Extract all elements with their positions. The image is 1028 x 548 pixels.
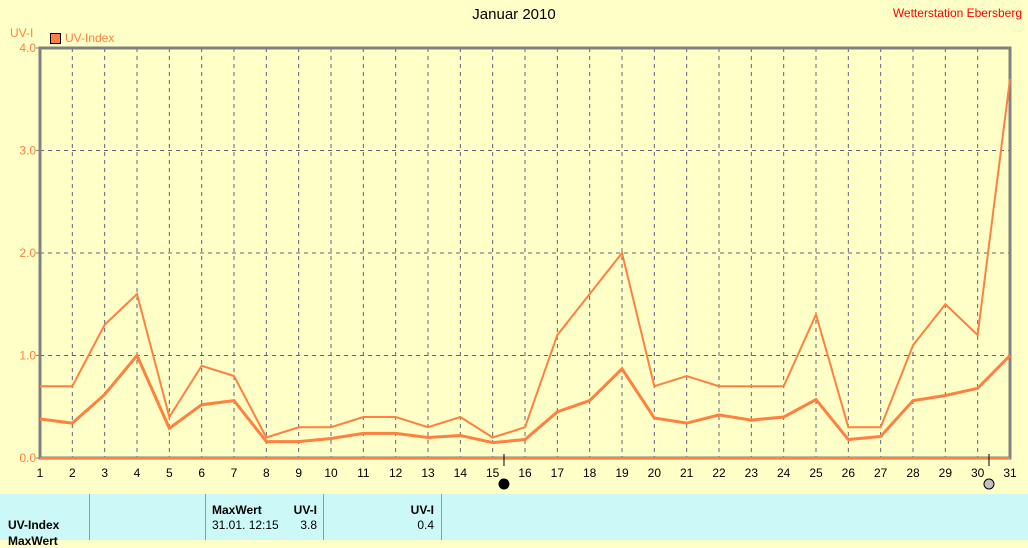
series-line-1 bbox=[39, 352, 1012, 445]
marker-handle bbox=[983, 478, 995, 490]
y-tick-label: 3.0 bbox=[19, 144, 36, 158]
maxwert-header: MaxWert bbox=[212, 503, 262, 517]
max-time: 31.01. 12:15 bbox=[212, 518, 279, 532]
x-tick-label: 24 bbox=[777, 466, 791, 480]
x-tick-label: 18 bbox=[583, 466, 597, 480]
x-tick-label: 16 bbox=[518, 466, 532, 480]
x-tick-label: 29 bbox=[939, 466, 953, 480]
x-tick-label: 14 bbox=[454, 466, 468, 480]
x-tick-label: 15 bbox=[486, 466, 500, 480]
uv-chart: 1 2 3 4 5 6 7 8 9 10 11 12 13 14 15 16 17 18 19 20 21 22 23 24 2… bbox=[19, 41, 1017, 490]
x-tick-label: 6 bbox=[198, 466, 205, 480]
x-tick-label: 23 bbox=[745, 466, 759, 480]
y-tick-label: 1.0 bbox=[19, 349, 36, 363]
y-tick-label: 2.0 bbox=[19, 246, 36, 260]
panel-col bbox=[89, 494, 206, 540]
x-tick-label: 28 bbox=[906, 466, 920, 480]
legend-label: UV-Index bbox=[65, 31, 115, 45]
y-axis-label: UV-I bbox=[10, 26, 34, 40]
summary-panel: UV-Index MaxWert MaxWert UV-I 31.01. 12:… bbox=[0, 494, 1028, 548]
row-label-uv-index: UV-Index bbox=[8, 518, 60, 532]
marker-handle bbox=[498, 478, 510, 490]
x-tick-label: 2 bbox=[69, 466, 76, 480]
x-tick-label: 4 bbox=[134, 466, 141, 480]
x-tick-label: 31 bbox=[1003, 466, 1017, 480]
legend: UV-Index bbox=[50, 31, 114, 45]
y-tick-label: 0.0 bbox=[19, 451, 36, 465]
y-tick-label: 4.0 bbox=[19, 41, 36, 55]
x-tick-label: 12 bbox=[389, 466, 403, 480]
chart-title: Januar 2010 bbox=[472, 6, 556, 23]
x-tick-label: 3 bbox=[101, 466, 108, 480]
x-tick-label: 22 bbox=[712, 466, 726, 480]
row-label-maxwert: MaxWert bbox=[8, 534, 58, 548]
x-tick-label: 19 bbox=[615, 466, 629, 480]
series-line-0 bbox=[40, 78, 1011, 439]
x-tick-label: 30 bbox=[971, 466, 985, 480]
x-tick-label: 5 bbox=[166, 466, 173, 480]
x-tick-label: 1 bbox=[37, 466, 44, 480]
x-tick-label: 17 bbox=[551, 466, 565, 480]
panel-col bbox=[205, 494, 324, 540]
x-tick-label: 25 bbox=[809, 466, 823, 480]
uvi-header-2: UV-I bbox=[410, 503, 434, 517]
x-tick-label: 8 bbox=[263, 466, 270, 480]
x-tick-label: 11 bbox=[357, 466, 370, 480]
panel-col bbox=[0, 494, 90, 540]
x-tick-label: 26 bbox=[842, 466, 856, 480]
legend-swatch bbox=[50, 32, 61, 44]
station-name: Wetterstation Ebersberg bbox=[892, 6, 1022, 20]
x-tick-label: 21 bbox=[680, 466, 694, 480]
x-tick-label: 20 bbox=[648, 466, 662, 480]
uvi-header: UV-I bbox=[293, 503, 317, 517]
x-tick-label: 7 bbox=[231, 466, 238, 480]
x-tick-label: 9 bbox=[295, 466, 302, 480]
panel-col bbox=[323, 494, 442, 540]
x-tick-label: 13 bbox=[421, 466, 435, 480]
value-2: 0.4 bbox=[417, 518, 434, 532]
x-tick-label: 27 bbox=[874, 466, 888, 480]
x-tick-label: 10 bbox=[324, 466, 338, 480]
max-value: 3.8 bbox=[300, 518, 317, 532]
